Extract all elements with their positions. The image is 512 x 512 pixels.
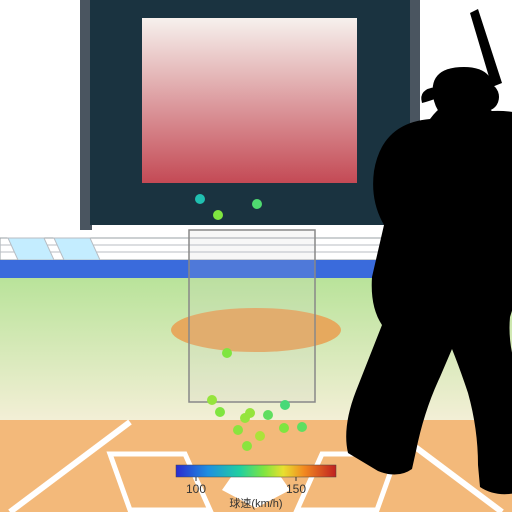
pitch-point xyxy=(245,408,255,418)
colorbar-tick-label: 150 xyxy=(286,482,306,496)
pitch-point xyxy=(233,425,243,435)
batter-hands xyxy=(473,83,499,111)
pitch-point xyxy=(297,422,307,432)
scoreboard-screen xyxy=(142,18,357,183)
pitch-point xyxy=(252,199,262,209)
pitch-point xyxy=(195,194,205,204)
pitch-point xyxy=(280,400,290,410)
pitch-point xyxy=(263,410,273,420)
colorbar-axis-label: 球速(km/h) xyxy=(229,496,282,510)
strike-zone xyxy=(189,230,315,402)
pitch-point xyxy=(213,210,223,220)
pitch-point xyxy=(255,431,265,441)
colorbar-tick-label: 100 xyxy=(186,482,206,496)
pitch-point xyxy=(207,395,217,405)
pitch-point xyxy=(279,423,289,433)
pitch-point xyxy=(222,348,232,358)
chart-svg: 100 150 球速(km/h) xyxy=(0,0,512,512)
pitch-point xyxy=(215,407,225,417)
pitch-point xyxy=(242,441,252,451)
pitch-location-chart: 100 150 球速(km/h) xyxy=(0,0,512,512)
colorbar xyxy=(176,465,336,477)
